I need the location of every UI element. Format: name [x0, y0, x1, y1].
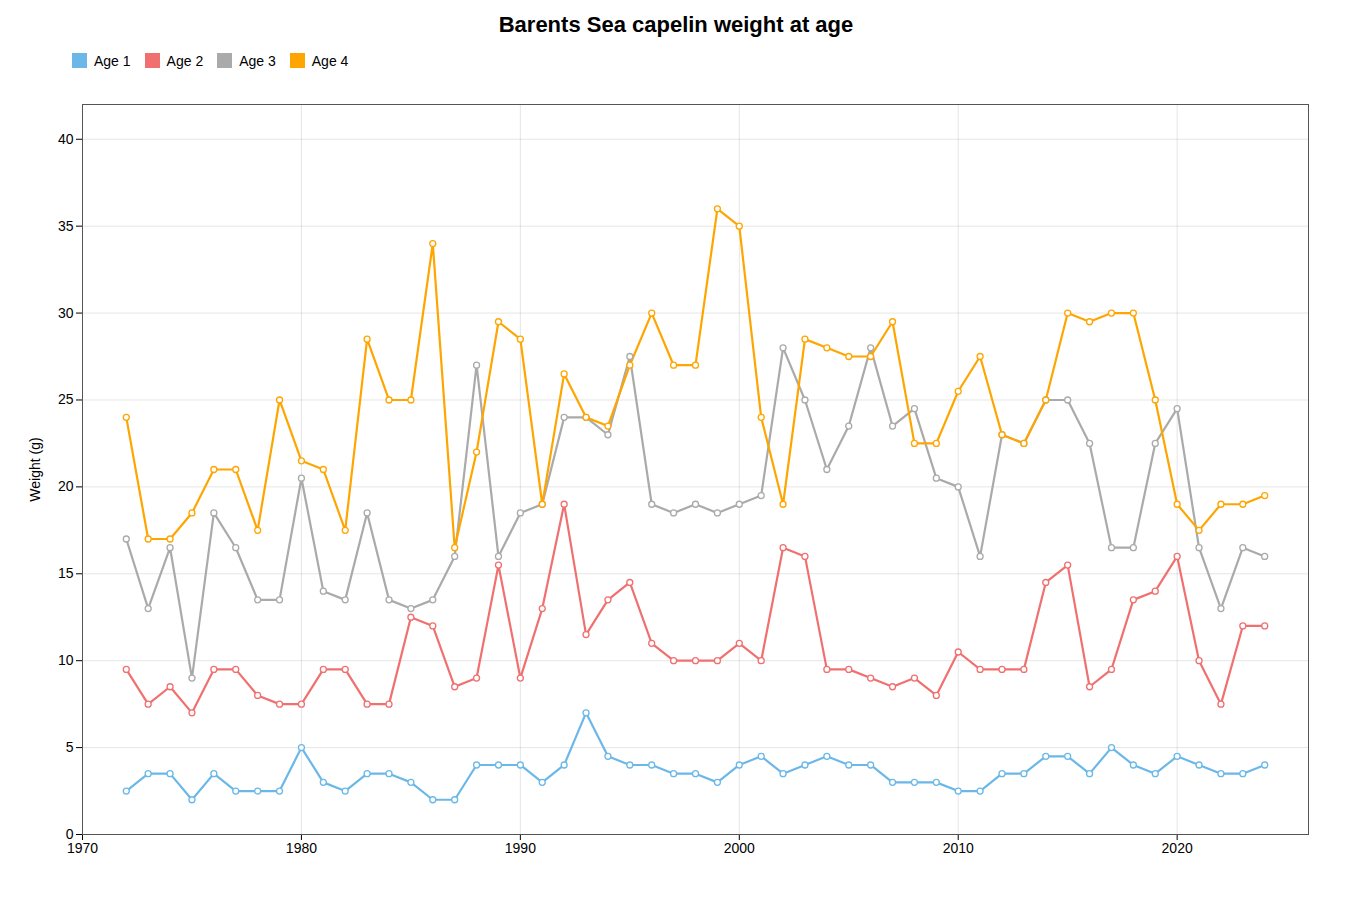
- svg-text:5: 5: [66, 739, 74, 755]
- svg-text:1970: 1970: [67, 840, 98, 856]
- html-text:Age 2: Age 2: [166, 52, 204, 69]
- svg-text:Weight (g): Weight (g): [27, 437, 43, 501]
- svg-text:0: 0: [65, 826, 74, 842]
- svg-text:15: 15: [58, 565, 74, 581]
- svg-text:30: 30: [58, 305, 74, 321]
- svg-text:40: 40: [58, 131, 74, 147]
- svg-text:1990: 1990: [505, 840, 536, 856]
- svg-text:20: 20: [58, 478, 74, 494]
- svg-text:1980: 1980: [286, 840, 317, 856]
- html-text:Barents Sea capelin weight at: Barents Sea capelin weight at age: [498, 12, 854, 37]
- svg-text:2010: 2010: [943, 840, 974, 856]
- svg-text:25: 25: [58, 391, 74, 407]
- html-text:Age 4: Age 4: [311, 52, 349, 69]
- svg-text:35: 35: [58, 218, 74, 234]
- svg-text:10: 10: [58, 652, 74, 668]
- html-text:Age 1: Age 1: [94, 52, 131, 69]
- svg-text:2000: 2000: [724, 840, 755, 856]
- html-text:Age 3: Age 3: [239, 52, 276, 69]
- svg-text:2020: 2020: [1162, 840, 1193, 856]
